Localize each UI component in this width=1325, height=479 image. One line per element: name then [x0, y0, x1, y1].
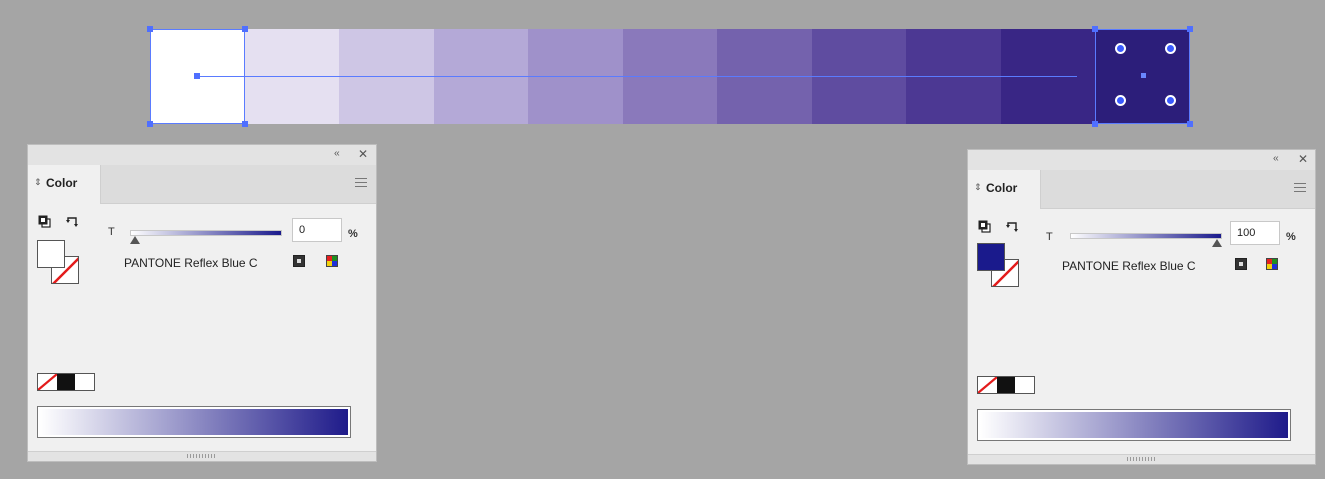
selection-handle[interactable]: [147, 121, 153, 127]
selection-handle[interactable]: [1187, 121, 1193, 127]
tint-ramp-bar[interactable]: [977, 409, 1291, 441]
swatch-name: PANTONE Reflex Blue C: [124, 256, 258, 270]
selection-outline: [150, 29, 245, 30]
fill-swatch[interactable]: [977, 243, 1005, 271]
fill-swatch[interactable]: [37, 240, 65, 268]
convert-to-process-button[interactable]: [293, 255, 305, 267]
quick-swatches-none-black-white[interactable]: [977, 376, 1035, 394]
tint-slider-track[interactable]: [1070, 233, 1222, 239]
collapse-icon[interactable]: ‹‹: [1273, 153, 1279, 164]
default-fill-stroke-icon[interactable]: [38, 215, 52, 229]
blend-spine-line: [197, 76, 1077, 77]
panel-title-bar[interactable]: ‹‹ ✕: [968, 150, 1315, 171]
none-slash-icon[interactable]: [978, 377, 997, 393]
panel-resize-grip[interactable]: [28, 451, 376, 461]
swatch-name: PANTONE Reflex Blue C: [1062, 259, 1196, 273]
none-slash-icon: [992, 260, 1018, 286]
panel-title-bar[interactable]: ‹‹ ✕: [28, 145, 376, 166]
swap-fill-stroke-icon[interactable]: [66, 215, 80, 229]
corner-widget-icon[interactable]: [1115, 95, 1127, 106]
panel-menu-icon[interactable]: [355, 178, 367, 187]
spine-anchor-point[interactable]: [194, 73, 200, 79]
percent-sign: %: [348, 228, 358, 240]
tint-slider-thumb[interactable]: [1212, 239, 1222, 247]
swap-fill-stroke-icon[interactable]: [1006, 220, 1020, 234]
panel-menu-icon[interactable]: [1294, 183, 1306, 192]
color-mode-button[interactable]: [1266, 258, 1278, 270]
updown-arrows-icon[interactable]: ⇕: [34, 177, 42, 187]
color-panel-right: ‹‹ ✕ ⇕ Color T % PANTONE Reflex Blue C: [967, 149, 1316, 465]
tint-label: T: [108, 226, 115, 238]
selection-handle[interactable]: [1092, 26, 1099, 32]
black-swatch[interactable]: [997, 377, 1015, 393]
panel-tab-bar: ⇕ Color: [28, 165, 376, 204]
collapse-icon[interactable]: ‹‹: [334, 148, 340, 159]
convert-to-process-button[interactable]: [1235, 258, 1247, 270]
selection-handle[interactable]: [241, 26, 248, 32]
tab-color[interactable]: ⇕ Color: [28, 165, 101, 204]
selection-outline: [1095, 29, 1097, 124]
corner-widget-icon[interactable]: [1165, 43, 1177, 54]
percent-sign: %: [1286, 231, 1296, 243]
panel-resize-grip[interactable]: [968, 454, 1315, 464]
panel-tab-bar: ⇕ Color: [968, 170, 1315, 209]
selection-handle[interactable]: [1187, 26, 1193, 32]
tab-color[interactable]: ⇕ Color: [968, 170, 1041, 209]
selection-outline: [1189, 29, 1190, 124]
tab-label: Color: [986, 181, 1018, 195]
corner-widget-icon[interactable]: [1115, 43, 1127, 54]
default-fill-stroke-icon[interactable]: [978, 220, 992, 234]
selection-outline: [1095, 123, 1190, 124]
close-icon[interactable]: ✕: [1298, 152, 1309, 166]
color-mode-button[interactable]: [326, 255, 338, 267]
blend-steps-strip[interactable]: [147, 26, 1193, 127]
tint-slider-thumb[interactable]: [130, 236, 140, 244]
quick-swatches-none-black-white[interactable]: [37, 373, 95, 391]
selection-outline: [150, 123, 245, 124]
none-slash-icon: [52, 257, 78, 283]
tint-label: T: [1046, 231, 1053, 243]
black-swatch[interactable]: [57, 374, 75, 390]
tint-value-input[interactable]: [292, 218, 342, 242]
tint-slider-track[interactable]: [130, 230, 282, 236]
close-icon[interactable]: ✕: [358, 147, 369, 161]
selection-handle[interactable]: [1092, 121, 1099, 127]
center-point: [1141, 73, 1147, 78]
tint-ramp-bar[interactable]: [37, 406, 351, 438]
selection-outline: [1095, 29, 1190, 30]
none-slash-icon[interactable]: [38, 374, 57, 390]
tint-value-input[interactable]: [1230, 221, 1280, 245]
tab-label: Color: [46, 176, 78, 190]
updown-arrows-icon[interactable]: ⇕: [974, 182, 982, 192]
color-panel-left: ‹‹ ✕ ⇕ Color T % PANTONE Reflex Blue C: [27, 144, 377, 462]
selection-handle[interactable]: [241, 121, 248, 127]
selection-outline: [150, 29, 151, 124]
selection-handle[interactable]: [147, 26, 153, 32]
corner-widget-icon[interactable]: [1165, 95, 1177, 106]
